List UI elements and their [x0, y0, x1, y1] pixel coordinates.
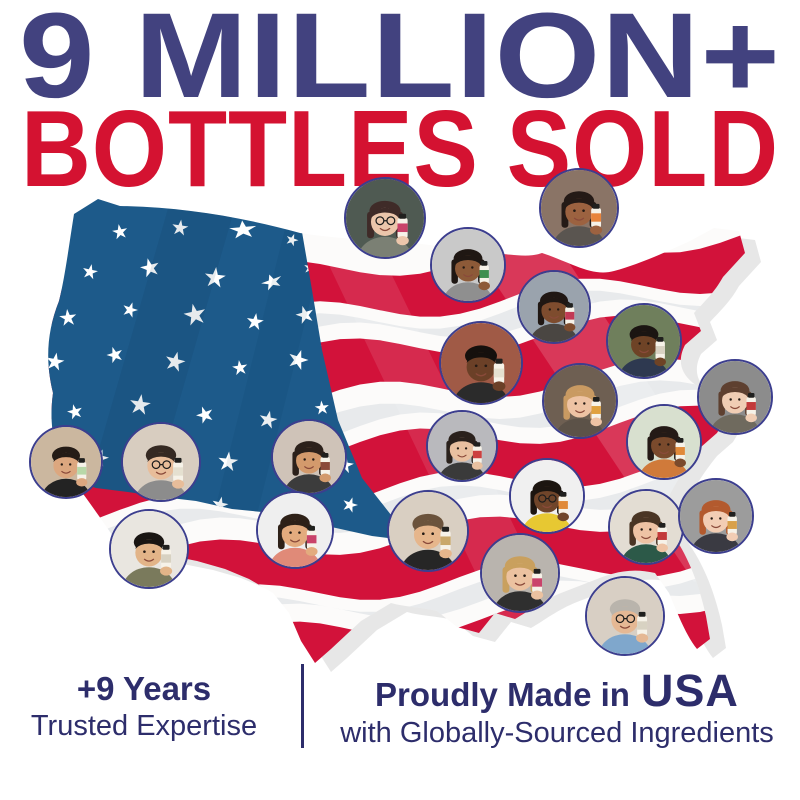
customer-photo — [542, 363, 618, 439]
customer-photo — [480, 533, 560, 613]
customer-photo — [608, 489, 684, 565]
years-title: +9 Years — [76, 670, 212, 707]
customer-photo — [256, 491, 334, 569]
customer-photo — [121, 422, 201, 502]
customer-photo — [539, 168, 619, 248]
customer-photo — [439, 321, 523, 405]
customer-photo — [271, 419, 347, 495]
customer-photo — [606, 303, 682, 379]
years-subtitle: Trusted Expertise — [30, 709, 258, 742]
customer-photo — [509, 458, 585, 534]
customer-photo — [678, 478, 754, 554]
usa-emphasis: USA — [640, 665, 739, 716]
ingredients-subtitle: with Globally-Sourced Ingredients — [340, 717, 774, 749]
customer-photo — [344, 177, 426, 259]
customer-photo — [430, 227, 506, 303]
customer-photo — [626, 404, 702, 480]
footer-left-block: +9 Years Trusted Expertise — [18, 670, 270, 743]
customer-photo — [387, 490, 469, 572]
footer-divider — [301, 664, 304, 748]
headline-line1: 9 MILLION+ — [19, 0, 781, 123]
customer-photo — [109, 509, 189, 589]
customer-photo — [697, 359, 773, 435]
made-in-usa-title: Proudly Made in USA — [318, 665, 796, 717]
customer-photo — [29, 425, 103, 499]
made-in-prefix: Proudly Made in — [375, 676, 630, 713]
customer-photo — [426, 410, 498, 482]
customer-photo — [517, 270, 591, 344]
footer-right-block: Proudly Made in USA with Globally-Sourced… — [318, 665, 796, 750]
customer-photo — [585, 576, 665, 656]
